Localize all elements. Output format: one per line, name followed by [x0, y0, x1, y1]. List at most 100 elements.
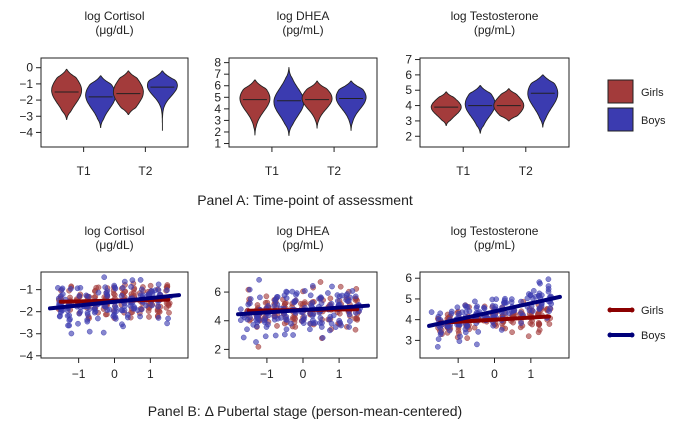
- scatter-point: [352, 326, 359, 333]
- violin-boys-t1: [85, 75, 117, 129]
- panel-b-caption: Panel B: Δ Pubertal stage (person-mean-c…: [148, 403, 462, 419]
- scatter-point: [118, 293, 125, 299]
- scatter-point: [59, 291, 66, 298]
- scatter-point: [166, 309, 172, 316]
- scatter-point: [274, 294, 281, 300]
- scatter-point: [278, 315, 284, 321]
- scatter-point: [138, 286, 145, 293]
- scatter-point: [113, 305, 119, 311]
- scatter-point: [246, 286, 253, 293]
- scatter-point: [518, 320, 524, 326]
- scatter-point: [274, 323, 280, 329]
- violin-girls-t2: [493, 88, 525, 122]
- scatter-point: [237, 306, 244, 313]
- scatter-point: [281, 331, 288, 338]
- y-tick-label: 2: [405, 129, 412, 143]
- scatter-point: [95, 289, 102, 296]
- scatter-point: [428, 309, 435, 315]
- scatter-point: [83, 292, 90, 299]
- scatter-point: [332, 324, 339, 330]
- plot-title-line: (pg/mL): [474, 238, 515, 252]
- scatter-point: [283, 300, 289, 306]
- scatter-point: [240, 334, 247, 341]
- scatter-point: [498, 327, 505, 333]
- scatter-point: [490, 322, 497, 329]
- y-tick-label: 0: [26, 61, 33, 75]
- scatter-point: [457, 333, 463, 340]
- legend-marker: [629, 332, 635, 338]
- legend-label-girls: Girls: [641, 87, 664, 99]
- scatter-plot-1: log Cortisol(μg/dL) −1 −2 −3 −4 −1 0 1: [19, 224, 189, 381]
- scatter-point: [349, 288, 356, 294]
- scatter-point: [317, 314, 324, 321]
- scatter-point: [84, 318, 91, 325]
- scatter-point: [347, 294, 354, 301]
- legend-swatch-girls: [607, 79, 634, 104]
- scatter-point: [493, 296, 500, 303]
- plot-title-line: log Testosterone: [451, 224, 539, 238]
- scatter-point: [337, 283, 344, 290]
- scatter-point: [538, 292, 545, 299]
- scatter-point: [454, 304, 461, 311]
- scatter-point: [156, 308, 163, 315]
- scatter-point: [130, 305, 137, 312]
- scatter-point: [112, 285, 119, 292]
- scatter-point: [263, 293, 270, 300]
- scatter-point: [257, 294, 263, 301]
- scatter-point: [250, 321, 257, 328]
- trend-line-boys: [47, 293, 182, 311]
- scatter-point: [164, 287, 170, 294]
- scatter-point: [291, 298, 298, 305]
- x-tick-label: −1: [260, 367, 274, 381]
- scatter-point: [456, 338, 463, 345]
- plot-title-line: (μg/dL): [95, 238, 133, 252]
- y-tick-label: −4: [19, 125, 33, 139]
- scatter-point: [518, 310, 524, 316]
- scatter-point: [244, 326, 250, 333]
- scatter-point: [501, 297, 508, 304]
- y-tick-label: −3: [19, 109, 33, 123]
- scatter-point: [143, 302, 149, 309]
- x-tick-label: 1: [147, 367, 154, 381]
- scatter-point: [86, 328, 93, 335]
- violin-boys-t2: [146, 70, 178, 131]
- x-tick-label: T1: [456, 164, 470, 178]
- y-tick-label: 7: [214, 67, 221, 81]
- scatter-point: [527, 292, 534, 299]
- scatter-point: [535, 329, 542, 336]
- scatter-point: [56, 313, 63, 320]
- y-tick-label: 2: [214, 342, 221, 356]
- scatter-point: [464, 323, 471, 330]
- scatter-point: [76, 293, 83, 299]
- y-tick-label: 3: [405, 333, 412, 347]
- x-tick-label: T2: [519, 164, 533, 178]
- scatter-point: [472, 298, 478, 305]
- scatter-point: [121, 303, 128, 310]
- scatter-point: [255, 343, 262, 350]
- y-tick-label: −2: [19, 93, 33, 107]
- scatter-point: [149, 302, 155, 309]
- scatter-point: [138, 306, 145, 313]
- y-tick-label: −4: [19, 349, 33, 363]
- scatter-point: [129, 277, 136, 283]
- scatter-point: [155, 315, 162, 321]
- scatter-point: [301, 299, 308, 305]
- scatter-point: [459, 309, 466, 316]
- scatter-point: [111, 312, 117, 318]
- y-tick-label: 5: [405, 83, 412, 97]
- y-tick-label: 4: [214, 314, 221, 328]
- scatter-point: [317, 279, 324, 285]
- y-tick-label: 6: [214, 285, 221, 299]
- scatter-point: [435, 336, 442, 342]
- scatter-point: [536, 321, 543, 328]
- plot-title-line: log Testosterone: [451, 9, 539, 23]
- scatter-plot-2: log DHEA(pg/mL) 6 4 2 −1 0 1: [214, 224, 378, 381]
- scatter-point: [319, 334, 326, 341]
- scatter-point: [475, 329, 482, 335]
- legend-marker: [607, 332, 613, 338]
- scatter-point: [95, 284, 102, 291]
- scatter-point: [128, 283, 134, 290]
- y-tick-label: 5: [405, 292, 412, 306]
- scatter-point: [293, 292, 299, 298]
